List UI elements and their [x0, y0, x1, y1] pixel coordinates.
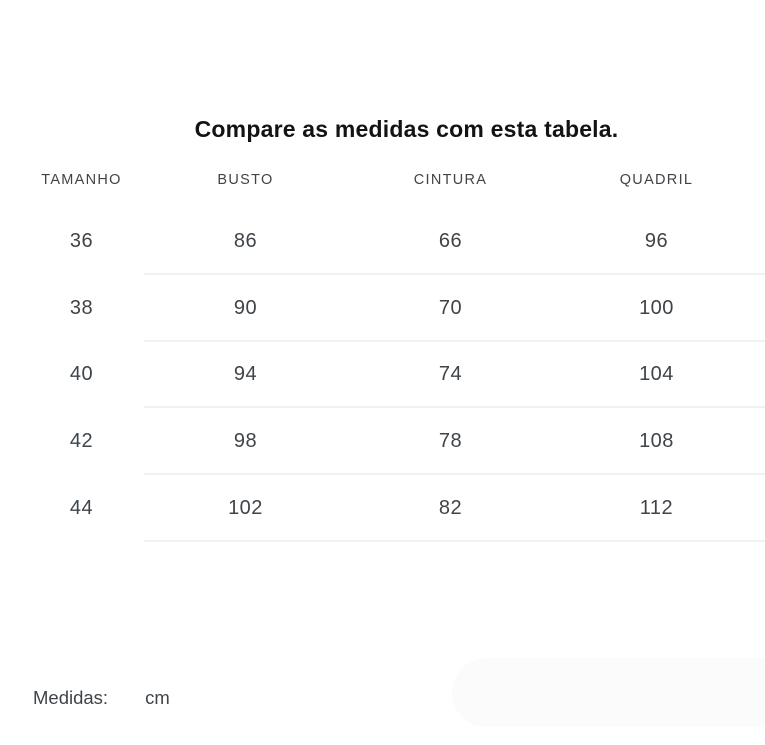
cell-quadril: 104 [639, 363, 674, 386]
page-title: Compare as medidas com esta tabela. [194, 116, 619, 142]
measurement-unit-label: Medidas: [33, 687, 109, 708]
table-row: 36 86 66 96 [0, 208, 765, 275]
column-header-quadril: QUADRIL [619, 172, 694, 188]
table-row: 44 102 82 112 [0, 475, 765, 542]
cell-busto: 98 [233, 430, 258, 453]
table-row: 40 94 74 104 [0, 342, 765, 409]
column-header-busto: BUSTO [217, 172, 274, 188]
row-divider [144, 539, 765, 542]
cell-tamanho: 42 [69, 430, 94, 453]
cell-tamanho: 38 [69, 296, 94, 319]
table-row: 42 98 78 108 [0, 408, 765, 475]
cell-quadril: 108 [639, 430, 674, 453]
row-divider [144, 272, 765, 275]
cell-cintura: 74 [438, 363, 463, 386]
cell-busto: 86 [233, 229, 258, 252]
cell-quadril: 96 [644, 229, 669, 252]
row-divider [144, 406, 765, 409]
background-pill-shape [452, 658, 765, 727]
cell-tamanho: 40 [69, 363, 94, 386]
table-header-row: TAMANHO BUSTO CINTURA QUADRIL [0, 152, 740, 208]
cell-tamanho: 44 [69, 496, 94, 519]
cell-busto: 90 [233, 296, 258, 319]
cell-quadril: 112 [639, 496, 674, 519]
row-divider [144, 339, 765, 342]
cell-busto: 94 [233, 363, 258, 386]
measurement-unit-value: cm [145, 687, 170, 708]
cell-cintura: 78 [438, 430, 463, 453]
cell-tamanho: 36 [69, 229, 94, 252]
measurement-unit-note: Medidas: cm [33, 687, 170, 709]
column-header-cintura: CINTURA [413, 172, 488, 188]
cell-busto: 102 [228, 496, 263, 519]
column-header-tamanho: TAMANHO [41, 172, 122, 188]
table-row: 38 90 70 100 [0, 275, 765, 342]
size-table: TAMANHO BUSTO CINTURA QUADRIL 36 86 66 9… [0, 152, 765, 542]
row-divider [144, 473, 765, 475]
cell-quadril: 100 [639, 296, 674, 319]
cell-cintura: 70 [438, 296, 463, 319]
cell-cintura: 82 [438, 496, 463, 519]
cell-cintura: 66 [438, 229, 463, 252]
